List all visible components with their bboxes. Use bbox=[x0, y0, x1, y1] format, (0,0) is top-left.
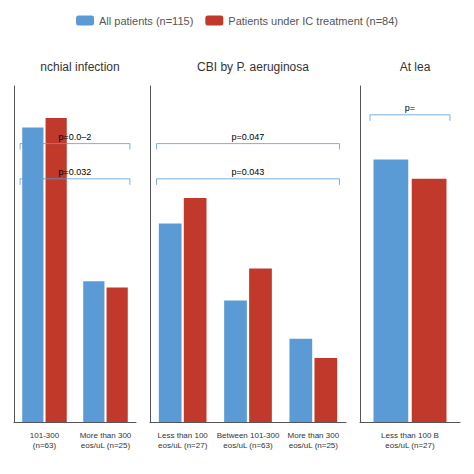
svg-text:p=: p= bbox=[405, 103, 415, 113]
svg-text:eos/uL (n=27): eos/uL (n=27) bbox=[385, 441, 435, 450]
svg-text:eos/uL (n=63): eos/uL (n=63) bbox=[223, 441, 273, 450]
svg-text:p=0.043: p=0.043 bbox=[232, 167, 265, 177]
svg-text:More than 300: More than 300 bbox=[80, 431, 132, 440]
svg-text:More than 300: More than 300 bbox=[288, 431, 340, 440]
svg-text:At lea: At lea bbox=[400, 60, 431, 74]
svg-text:CBI by P. aeruginosa: CBI by P. aeruginosa bbox=[197, 60, 309, 74]
svg-text:Less than 100 B: Less than 100 B bbox=[381, 431, 439, 440]
svg-text:Between 101-300: Between 101-300 bbox=[217, 431, 280, 440]
svg-text:eos/uL (n=25): eos/uL (n=25) bbox=[289, 441, 339, 450]
svg-text:nchial infection: nchial infection bbox=[40, 60, 119, 74]
svg-text:p=0.047: p=0.047 bbox=[232, 132, 265, 142]
svg-text:Less than 100: Less than 100 bbox=[158, 431, 209, 440]
svg-text:Patients under IC treatment (n: Patients under IC treatment (n=84) bbox=[228, 15, 398, 27]
svg-text:101-300: 101-300 bbox=[30, 431, 60, 440]
svg-text:eos/uL (n=25): eos/uL (n=25) bbox=[81, 441, 131, 450]
svg-text:p=0.0‒2: p=0.0‒2 bbox=[59, 132, 92, 142]
svg-text:eos/uL (n=27): eos/uL (n=27) bbox=[158, 441, 208, 450]
svg-text:(n=63): (n=63) bbox=[33, 441, 57, 450]
svg-text:All patients (n=115): All patients (n=115) bbox=[99, 15, 193, 27]
svg-text:p=0.032: p=0.032 bbox=[59, 167, 92, 177]
